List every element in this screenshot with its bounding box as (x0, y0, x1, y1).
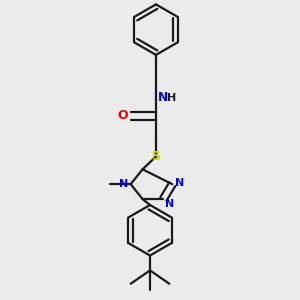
Text: H: H (167, 93, 176, 103)
Text: S: S (152, 150, 160, 163)
Text: N: N (158, 92, 168, 104)
Text: N: N (119, 179, 128, 189)
Text: O: O (118, 109, 128, 122)
Text: N: N (175, 178, 184, 188)
Text: N: N (165, 200, 174, 209)
